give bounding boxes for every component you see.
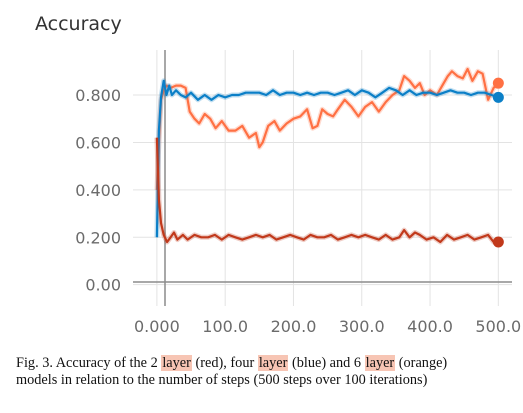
caption-layer-word: layer <box>364 355 396 371</box>
caption-line-2: models in relation to the number of step… <box>16 372 428 388</box>
y-axis-ticks: 0.00 0.200 0.400 0.600 0.800 <box>75 86 121 295</box>
series-endpoint-marker <box>492 91 504 103</box>
caption-layer-word: layer <box>161 355 192 371</box>
y-tick-label: 0.00 <box>85 276 121 295</box>
y-tick-label: 0.400 <box>75 181 121 200</box>
caption-mid-1: (red), four <box>191 355 258 371</box>
series-line <box>155 79 499 238</box>
x-tick-label: 0.000 <box>134 317 180 336</box>
caption-mid-2: (blue) and 6 <box>288 355 365 371</box>
caption-prefix: Fig. 3. Accuracy of the 2 <box>16 355 162 371</box>
y-tick-label: 0.800 <box>75 86 121 105</box>
figure-caption: Fig. 3. Accuracy of the 2 layer (red), f… <box>16 355 516 389</box>
y-tick-label: 0.200 <box>75 228 121 247</box>
series-endpoint-marker <box>492 77 504 89</box>
series-endpoint-marker <box>492 236 504 248</box>
series-line <box>155 137 499 244</box>
x-axis-ticks: 0.000 100.0 200.0 300.0 400.0 500.0 <box>134 317 521 336</box>
series-line-shadow <box>154 78 500 238</box>
series-line <box>155 67 500 190</box>
y-tick-label: 0.600 <box>75 133 121 152</box>
x-tick-label: 300.0 <box>339 317 385 336</box>
series-line-shadow <box>154 66 501 191</box>
caption-layer-word: layer <box>257 355 289 371</box>
caption-suffix: (orange) <box>395 355 448 371</box>
grid <box>133 50 512 306</box>
accuracy-chart: Accuracy 0.00 0.200 0.400 0.600 0.800 0.000 1… <box>35 13 521 336</box>
x-tick-label: 200.0 <box>271 317 317 336</box>
chart-title: Accuracy <box>35 13 122 35</box>
series-group <box>154 66 504 248</box>
x-tick-label: 500.0 <box>475 317 521 336</box>
axes <box>133 50 512 306</box>
x-tick-label: 400.0 <box>407 317 453 336</box>
x-tick-label: 100.0 <box>202 317 248 336</box>
